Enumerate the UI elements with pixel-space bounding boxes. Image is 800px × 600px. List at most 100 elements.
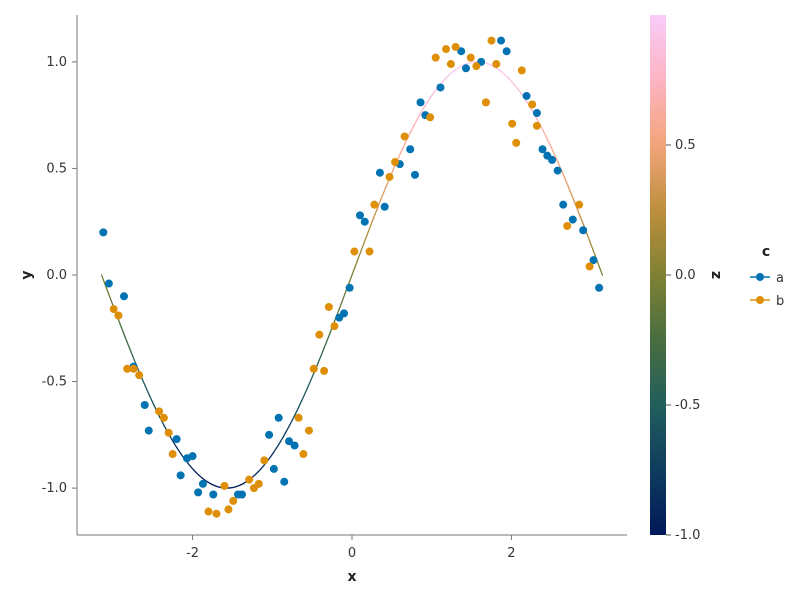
sine-line-segment bbox=[301, 392, 306, 401]
point-b bbox=[466, 53, 475, 62]
point-a bbox=[595, 283, 604, 292]
sine-line-segment bbox=[445, 74, 450, 79]
point-a bbox=[188, 452, 197, 461]
point-b bbox=[229, 496, 238, 505]
sine-line-segment bbox=[413, 117, 419, 125]
point-b bbox=[129, 364, 138, 373]
sine-line-segment bbox=[298, 399, 303, 408]
point-a bbox=[269, 464, 278, 473]
sine-line-segment bbox=[570, 192, 575, 202]
point-a bbox=[436, 83, 445, 92]
sine-line-segment bbox=[360, 241, 366, 251]
point-b bbox=[585, 262, 594, 271]
point-a bbox=[375, 168, 384, 177]
point-b bbox=[426, 113, 435, 122]
series-a bbox=[99, 36, 604, 499]
sine-line-segment bbox=[554, 155, 560, 165]
point-b bbox=[254, 479, 263, 488]
point-b bbox=[451, 42, 460, 51]
point-a bbox=[461, 64, 470, 73]
y-tick-label: 0.0 bbox=[46, 268, 67, 283]
point-b bbox=[294, 413, 303, 422]
point-b bbox=[508, 119, 517, 128]
sine-line-segment bbox=[341, 291, 347, 301]
point-b bbox=[512, 138, 521, 147]
point-b bbox=[330, 322, 339, 331]
point-a bbox=[290, 441, 299, 450]
point-a bbox=[522, 91, 531, 100]
series-points bbox=[99, 36, 604, 518]
point-a bbox=[144, 426, 153, 435]
point-a bbox=[340, 309, 349, 318]
point-b bbox=[168, 450, 177, 459]
point-a bbox=[194, 488, 203, 497]
y-tick-label: 0.5 bbox=[46, 161, 67, 176]
sine-line-segment bbox=[269, 451, 275, 458]
point-b bbox=[224, 505, 233, 514]
sine-line-segment bbox=[401, 142, 406, 151]
sine-line-segment bbox=[125, 340, 131, 350]
sine-line-segment bbox=[191, 467, 197, 473]
point-b bbox=[517, 66, 526, 75]
point-b bbox=[159, 413, 168, 422]
point-a bbox=[99, 228, 108, 237]
sine-line-segment bbox=[169, 436, 175, 444]
series-b bbox=[109, 36, 594, 518]
sine-line-segment bbox=[276, 441, 281, 449]
sine-line-segment bbox=[429, 92, 435, 99]
legend-swatch-a bbox=[756, 273, 764, 281]
point-b bbox=[114, 311, 123, 320]
point-a bbox=[104, 279, 113, 288]
point-a bbox=[360, 217, 369, 226]
point-b bbox=[109, 305, 118, 314]
point-b bbox=[446, 60, 455, 69]
sine-line-segment bbox=[288, 419, 294, 427]
legend-title: c bbox=[762, 244, 770, 260]
sine-line-segment bbox=[410, 123, 416, 131]
point-a bbox=[568, 215, 577, 224]
sine-line-segment bbox=[122, 332, 128, 342]
sine-line-segment bbox=[188, 464, 194, 470]
sine-line-segment bbox=[545, 135, 550, 144]
sine-line-segment bbox=[338, 299, 344, 309]
sine-line-segment bbox=[382, 185, 388, 195]
point-a bbox=[502, 47, 511, 56]
point-b bbox=[309, 364, 318, 373]
x-tick-label: 0 bbox=[348, 546, 356, 561]
legend-entry-a: a bbox=[750, 271, 784, 286]
sine-line-segment bbox=[501, 71, 507, 76]
y-tick-label: -0.5 bbox=[42, 375, 67, 390]
point-b bbox=[532, 121, 541, 130]
sine-line-segment bbox=[197, 474, 203, 479]
x-ticks: -2 0 2 bbox=[186, 535, 516, 561]
sine-line-segment bbox=[316, 355, 322, 365]
point-b bbox=[400, 132, 409, 141]
colorbar-ticks: -1.0 -0.5 0.0 0.5 bbox=[666, 138, 700, 543]
point-a bbox=[265, 430, 274, 439]
y-tick-label: 1.0 bbox=[46, 55, 67, 70]
colorbar-tick-label: -0.5 bbox=[675, 398, 700, 413]
sine-line-segment bbox=[420, 106, 425, 114]
sine-line-segment bbox=[498, 69, 503, 73]
sine-line bbox=[100, 61, 604, 489]
sine-line-segment bbox=[144, 385, 150, 395]
legend-swatch-b bbox=[756, 296, 764, 304]
point-b bbox=[350, 247, 359, 256]
sine-line-segment bbox=[351, 265, 356, 276]
point-b bbox=[164, 428, 173, 437]
x-tick-label: -2 bbox=[186, 546, 199, 561]
point-b bbox=[575, 200, 584, 209]
sine-line-segment bbox=[310, 371, 316, 380]
sine-line-segment bbox=[367, 224, 372, 235]
sine-line-segment bbox=[564, 177, 569, 187]
point-a bbox=[120, 292, 129, 301]
point-a bbox=[285, 437, 294, 446]
point-b bbox=[245, 475, 254, 484]
sine-line-segment bbox=[254, 471, 259, 476]
point-b bbox=[304, 426, 313, 435]
sine-line-segment bbox=[373, 208, 378, 218]
sine-line-segment bbox=[285, 425, 291, 433]
sine-line-segment bbox=[407, 129, 413, 138]
point-b bbox=[315, 330, 324, 339]
colorbar-tick-label: 0.0 bbox=[675, 268, 696, 283]
